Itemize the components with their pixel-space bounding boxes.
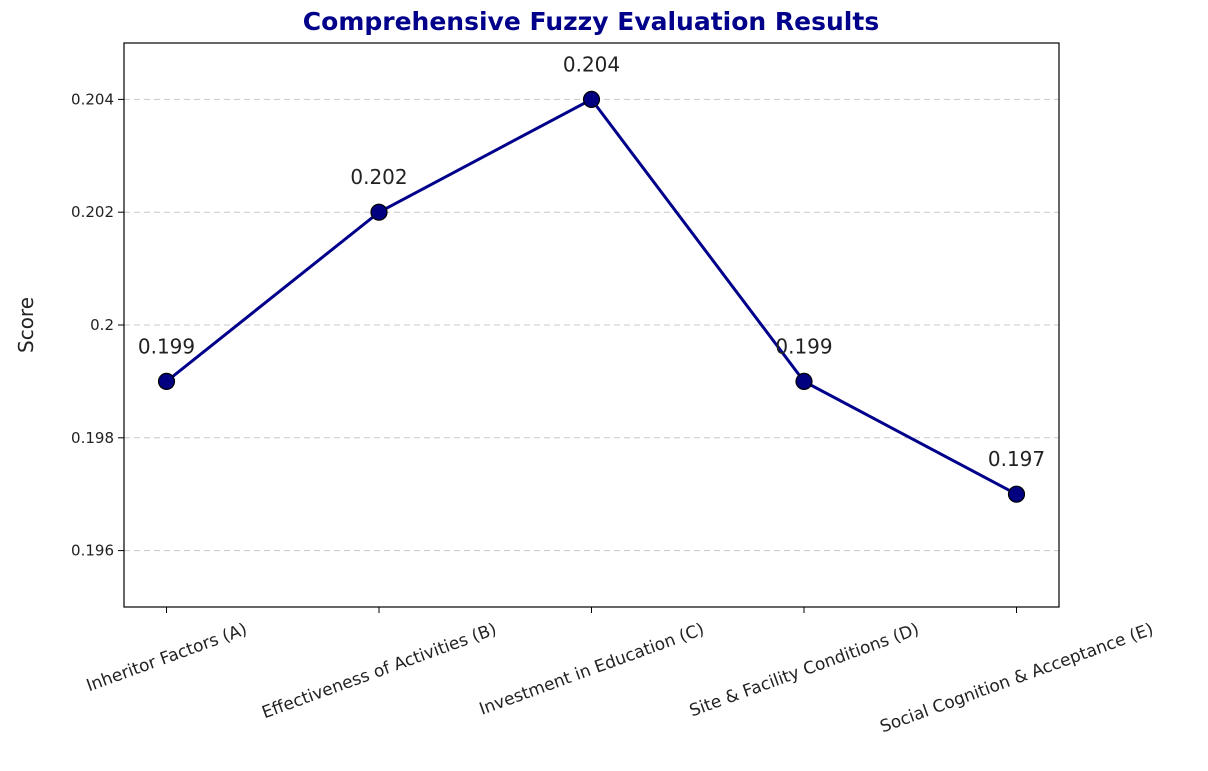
x-tick-label: Effectiveness of Activities (B) [259,620,499,724]
y-axis-label: Score [14,297,38,353]
y-tick-label: 0.202 [71,203,114,221]
chart-title: Comprehensive Fuzzy Evaluation Results [303,7,879,36]
x-tick-label: Site & Facility Conditions (D) [687,620,922,722]
y-tick-label: 0.204 [71,90,114,108]
data-label: 0.197 [988,447,1045,471]
x-tick-label: Inheritor Factors (A) [84,620,250,697]
y-tick-label: 0.198 [71,429,114,447]
data-label: 0.199 [775,334,832,358]
marker [157,372,176,390]
x-tick-label: Investment in Education (C) [477,620,707,720]
marker [370,203,388,221]
y-tick-label: 0.196 [71,542,114,560]
line [165,97,1018,496]
marker [795,372,813,390]
marker [582,90,601,109]
data-label: 0.199 [138,334,195,358]
data-label: 0.204 [563,52,620,76]
data-label: 0.202 [350,165,407,189]
marker [1007,485,1026,503]
y-tick-label: 0.2 [90,316,114,334]
